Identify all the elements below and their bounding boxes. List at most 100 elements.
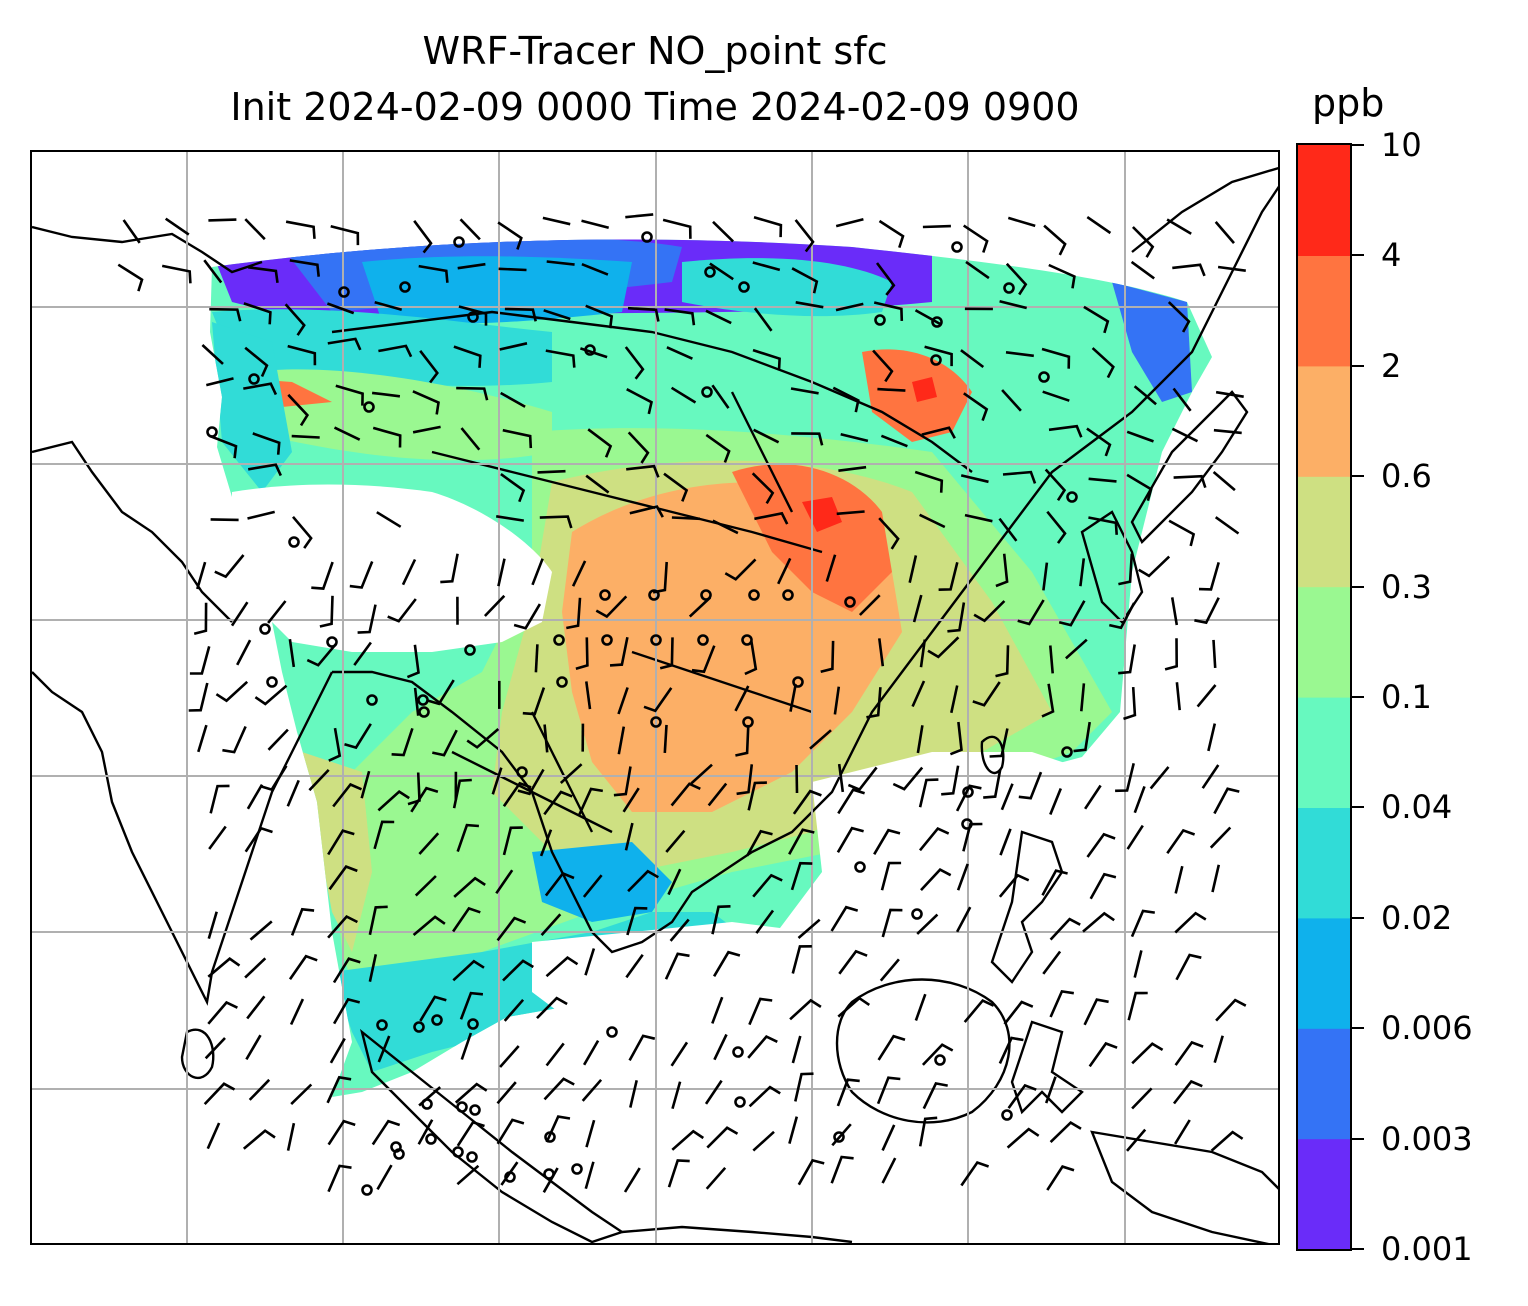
coastlines [32, 166, 1278, 1243]
wind-barb [652, 561, 668, 594]
wind-barb [1118, 553, 1134, 586]
wind-barb [1171, 427, 1199, 443]
wind-barb [204, 1037, 226, 1060]
wind-barb [662, 218, 692, 239]
wind-barb [965, 260, 990, 280]
wind-barb [794, 219, 815, 253]
calm-wind-marker [934, 1054, 946, 1066]
wind-barb [327, 829, 355, 856]
wind-barb [1166, 828, 1196, 855]
wind-barb [706, 1126, 739, 1149]
calm-wind-marker [393, 1148, 405, 1160]
wind-barb [724, 558, 757, 581]
wind-barb [373, 820, 395, 850]
wind-barb [665, 829, 686, 853]
wind-barb [995, 645, 1010, 678]
wind-barb [627, 869, 659, 893]
wind-barb [809, 729, 832, 750]
wind-barb [1131, 1042, 1164, 1065]
wind-barb [666, 346, 693, 360]
wind-barb [454, 1082, 488, 1104]
coastline-segment [32, 440, 233, 623]
wind-barb [243, 382, 278, 396]
wind-barb [1080, 683, 1086, 712]
coastline-segment [530, 711, 594, 833]
wind-barb [517, 768, 545, 796]
calm-wind-marker [363, 401, 375, 413]
wind-barb [414, 875, 437, 897]
wind-barb [617, 687, 629, 715]
wind-barb [502, 959, 534, 982]
wind-barb [559, 763, 583, 784]
wind-barb [197, 724, 208, 753]
wind-barb [789, 683, 797, 712]
wind-barb [914, 993, 927, 1021]
wind-barb [427, 679, 455, 706]
wind-barb [1127, 991, 1148, 1021]
wind-barb [247, 510, 276, 520]
wind-barb [964, 513, 993, 523]
wind-barb [751, 472, 775, 505]
wind-barb [1130, 260, 1155, 280]
wind-barb [663, 472, 689, 502]
wind-barb [791, 1035, 802, 1064]
wind-barb [248, 266, 279, 283]
colorbar-tick-label: 0.1 [1381, 678, 1432, 716]
calm-wind-marker [911, 908, 923, 920]
calm-wind-marker [466, 1151, 478, 1163]
wind-barb [712, 950, 741, 977]
wind-barb [671, 1081, 682, 1110]
wind-barb [1212, 639, 1217, 668]
wind-barb [960, 349, 985, 369]
wind-barb [201, 344, 224, 365]
wind-barb [495, 515, 525, 522]
wind-barb [207, 1000, 238, 1025]
wind-barb [924, 345, 953, 367]
wind-barb [319, 595, 334, 628]
coastline-segment [621, 1225, 853, 1243]
coastline-segment [980, 735, 1005, 775]
wind-barb [537, 469, 566, 474]
wind-barb [244, 826, 273, 853]
wind-barb [1082, 911, 1115, 933]
wind-barb [753, 428, 780, 444]
wind-barb [545, 349, 576, 368]
coastline-segment [332, 185, 1278, 954]
wind-barb [1041, 683, 1055, 718]
wind-barb [627, 431, 650, 464]
wind-barb [1049, 917, 1081, 941]
concentration-region [632, 1072, 752, 1098]
coastline-segment [180, 1028, 215, 1079]
wind-barb [377, 1035, 391, 1063]
wind-barb [755, 909, 775, 934]
wind-barb [575, 637, 589, 671]
wind-barb [1123, 687, 1137, 721]
wind-barb [502, 826, 523, 856]
wind-barb [1007, 1083, 1037, 1109]
wind-barb [914, 470, 944, 493]
wind-barb [921, 426, 956, 439]
colorbar-swatch [1298, 1138, 1350, 1249]
wind-barb [412, 425, 441, 434]
wind-barb [788, 828, 815, 855]
coastline-segment [835, 978, 1011, 1124]
wind-barb [1131, 1087, 1153, 1110]
wind-barb [410, 786, 439, 813]
calm-wind-marker [648, 589, 660, 601]
wind-barb [941, 765, 960, 796]
wind-barb [581, 262, 609, 276]
wind-barb [357, 604, 377, 634]
wind-barb [881, 908, 903, 938]
calm-wind-marker [1061, 746, 1073, 758]
wind-barb [790, 387, 819, 395]
wind-barb [795, 764, 799, 794]
wind-barb [332, 997, 361, 1025]
calm-wind-marker [833, 1131, 845, 1143]
wind-barb [1207, 723, 1217, 752]
coastline-segment [1090, 1130, 1278, 1243]
wind-barb [1215, 390, 1244, 398]
wind-barb [1083, 998, 1109, 1026]
wind-barb [713, 1033, 728, 1061]
wind-barb [401, 558, 417, 586]
wind-barb [711, 384, 730, 409]
